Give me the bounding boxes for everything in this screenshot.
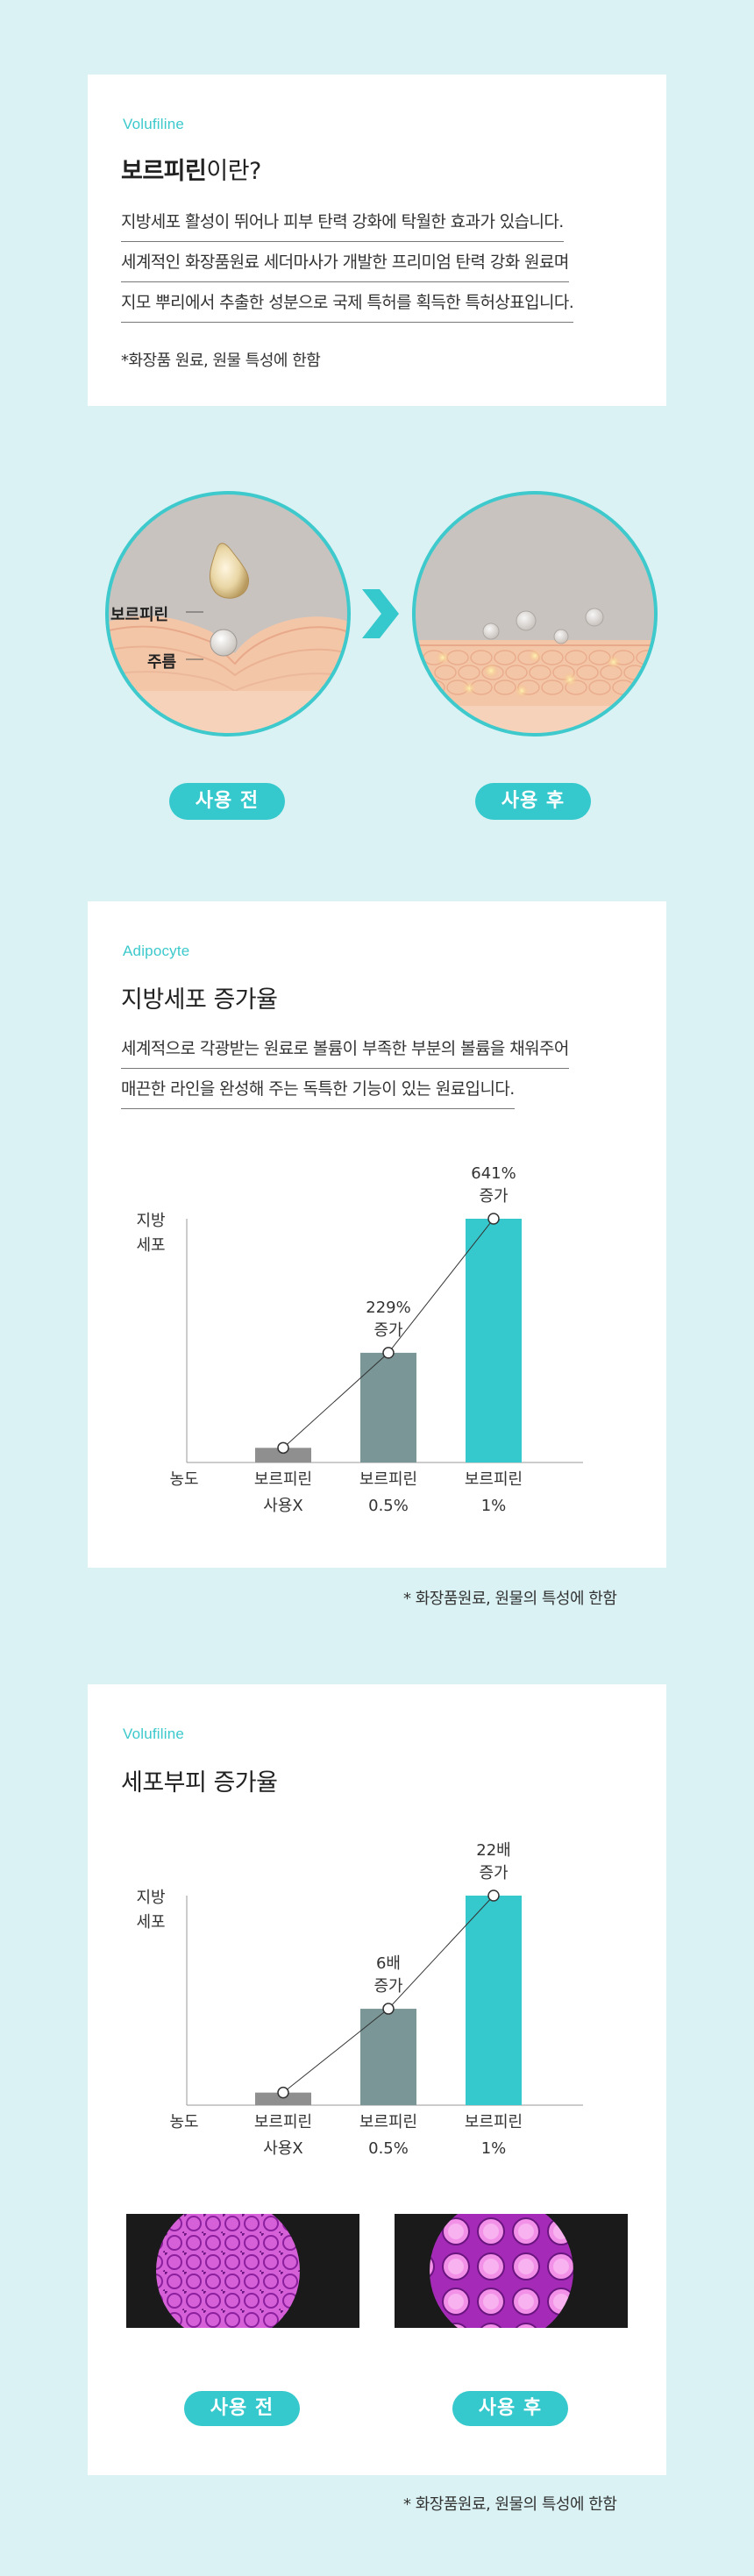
- skin-illustration: [105, 491, 658, 737]
- label-wrinkle: 주름: [147, 653, 177, 672]
- adipocyte-card: Adipocyte 지방세포 증가율 세계적으로 각광받는 원료로 볼륨이 부족…: [88, 901, 666, 1568]
- category-tick-label: 보르피린: [359, 2113, 417, 2131]
- section-eyebrow: Volufiline: [123, 1726, 185, 1742]
- before-badge: 사용 전: [169, 783, 285, 820]
- y-axis-label: 지방: [136, 1212, 165, 1230]
- category-tick-label: 0.5%: [368, 2139, 409, 2158]
- x-axis-label: 농도: [169, 2113, 198, 2131]
- category-tick-label: 보르피린: [465, 2113, 523, 2131]
- intro-card: Volufiline 보르피린이란? 지방세포 활성이 뛰어나 피부 탄력 강화…: [88, 75, 666, 406]
- chart-bar: [255, 2092, 311, 2105]
- data-label: 229%: [366, 1299, 410, 1317]
- category-tick-label: 사용X: [263, 1497, 302, 1515]
- category-tick-label: 보르피린: [254, 1470, 312, 1489]
- description-line: 세계적으로 각광받는 원료로 볼륨이 부족한 부분의 볼륨을 채워주어: [121, 1035, 569, 1069]
- section-title: 지방세포 증가율: [121, 986, 278, 1014]
- description-line: 세계적인 화장품원료 세더마사가 개발한 프리미엄 탄력 강화 원료며: [121, 249, 569, 282]
- title-bold: 보르피린: [121, 158, 207, 185]
- data-label: 증가: [373, 1321, 402, 1340]
- footnote: * 화장품원료, 원물의 특성에 한함: [403, 1590, 617, 1608]
- category-tick-label: 0.5%: [368, 1497, 409, 1515]
- description-line: 지모 뿌리에서 추출한 성분으로 국제 특허를 획득한 특허상표입니다.: [121, 289, 574, 323]
- footnote: * 화장품원료, 원물의 특성에 한함: [403, 2495, 617, 2514]
- data-label: 22배: [476, 1841, 510, 1860]
- y-axis-label: 세포: [136, 1913, 165, 1932]
- y-axis-label: 지방: [136, 1889, 165, 1907]
- title-rest: 이란?: [206, 158, 261, 185]
- chevron-right-icon: [362, 589, 399, 638]
- trend-point: [382, 2003, 395, 2015]
- after-badge: 사용 후: [475, 783, 591, 820]
- trend-point: [487, 1213, 500, 1225]
- data-label: 증가: [479, 1187, 508, 1206]
- chart-bar: [360, 2009, 416, 2105]
- before-badge: 사용 전: [184, 2391, 300, 2426]
- chart-bar: [360, 1352, 416, 1462]
- trend-point: [382, 1347, 395, 1359]
- before-circle-border: [105, 491, 351, 737]
- category-tick-label: 보르피린: [359, 1470, 417, 1489]
- data-label: 6배: [376, 1954, 401, 1973]
- y-axis-label: 세포: [136, 1236, 165, 1255]
- microscope-images: [126, 2214, 628, 2328]
- chart-bar: [466, 1896, 522, 2105]
- data-label: 증가: [373, 1977, 402, 1996]
- section-title: 세포부피 증가율: [121, 1769, 278, 1797]
- section-eyebrow: Adipocyte: [123, 943, 190, 959]
- label-volufiline: 보르피린: [110, 606, 169, 624]
- after-badge: 사용 후: [452, 2391, 568, 2426]
- category-tick-label: 보르피린: [465, 1470, 523, 1489]
- after-circle-border: [412, 491, 658, 737]
- section-eyebrow: Volufiline: [123, 116, 185, 132]
- description-line: 지방세포 활성이 뛰어나 피부 탄력 강화에 탁월한 효과가 있습니다.: [121, 209, 564, 242]
- chart-bar: [255, 1448, 311, 1462]
- category-tick-label: 1%: [481, 1497, 507, 1515]
- page-title: 보르피린이란?: [121, 152, 261, 186]
- trend-point: [277, 1441, 289, 1455]
- category-tick-label: 1%: [481, 2139, 507, 2158]
- trend-point: [487, 1889, 500, 1902]
- x-axis-label: 농도: [169, 1470, 198, 1489]
- footnote: *화장품 원료, 원물 특성에 한함: [121, 352, 321, 370]
- trend-point: [277, 2086, 289, 2099]
- category-tick-label: 보르피린: [254, 2113, 312, 2131]
- category-tick-label: 사용X: [263, 2139, 302, 2158]
- data-label: 증가: [479, 1864, 508, 1882]
- data-label: 641%: [471, 1164, 516, 1183]
- before-after-illustration: 보르피린 주름 사용 전 사용 후: [0, 491, 754, 833]
- chart-bar: [466, 1219, 522, 1462]
- description-line: 매끈한 라인을 완성해 주는 독특한 기능이 있는 원료입니다.: [121, 1076, 515, 1109]
